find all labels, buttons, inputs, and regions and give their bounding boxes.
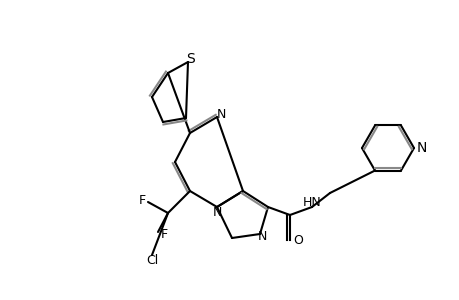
Text: S: S <box>186 52 195 66</box>
Text: F: F <box>160 227 167 241</box>
Text: N: N <box>212 206 221 218</box>
Text: N: N <box>416 141 426 155</box>
Text: O: O <box>292 233 302 247</box>
Text: N: N <box>257 230 266 244</box>
Text: F: F <box>138 194 145 206</box>
Text: Cl: Cl <box>146 254 158 266</box>
Text: N: N <box>216 109 225 122</box>
Text: HN: HN <box>302 196 321 208</box>
